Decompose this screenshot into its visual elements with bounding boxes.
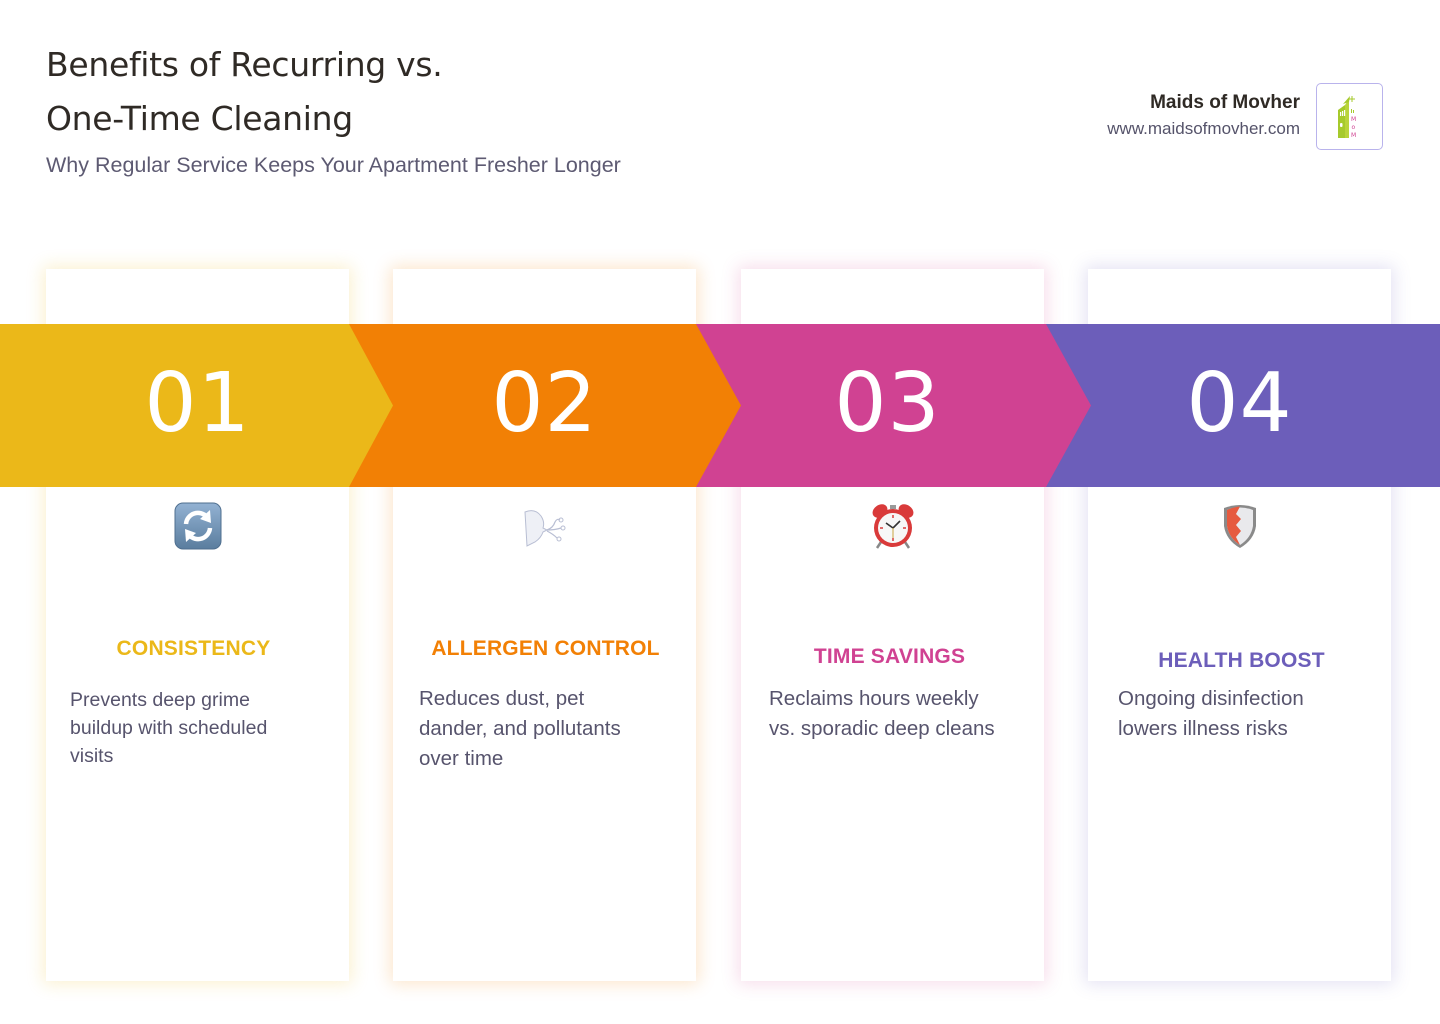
alarm-clock-icon: [869, 502, 917, 566]
step-number-1: 01: [144, 356, 251, 451]
page-title: Benefits of Recurring vs. One-Time Clean…: [46, 38, 566, 146]
step-icon-wrap-2: [393, 502, 696, 562]
step-number-2: 02: [491, 356, 598, 451]
brand-url[interactable]: www.maidsofmovher.com: [1107, 119, 1300, 138]
step-number-4: 04: [1186, 356, 1293, 451]
svg-text:M: M: [1351, 132, 1356, 139]
step-title-1: CONSISTENCY: [116, 637, 271, 660]
title-line-1: Benefits of Recurring vs.: [46, 45, 443, 84]
brand-name: Maids of Movher: [1150, 92, 1300, 113]
shield-icon: [1220, 502, 1260, 566]
brand-block: Maids of Movher www.maidsofmovher.com: [1107, 91, 1300, 143]
brand-logo: M o M: [1316, 83, 1383, 150]
counterclockwise-arrows-icon: [174, 502, 222, 566]
step-icon-wrap-4: [1088, 502, 1391, 562]
step-description-1: Prevents deep grime buildup with schedul…: [70, 689, 268, 767]
step-title-2: ALLERGEN CONTROL: [431, 637, 660, 660]
step-description-4: Ongoing disinfection lowers illness risk…: [1118, 687, 1304, 740]
step-title-3: TIME SAVINGS: [813, 645, 966, 668]
steps-banner: 01 02 03 04: [0, 324, 1440, 487]
page-subtitle: Why Regular Service Keeps Your Apartment…: [46, 153, 621, 177]
step-description-2: Reduces dust, pet dander, and pollutants…: [419, 687, 621, 770]
step-icon-wrap-1: [46, 502, 349, 562]
title-line-2: One-Time Cleaning: [46, 99, 353, 138]
step-description-3: Reclaims hours weekly vs. sporadic deep …: [769, 687, 995, 740]
svg-text:M: M: [1351, 116, 1356, 123]
step-title-4: HEALTH BOOST: [1158, 649, 1325, 672]
step-icon-wrap-3: [741, 502, 1044, 562]
svg-text:o: o: [1351, 124, 1355, 131]
step-number-3: 03: [834, 356, 941, 451]
maids-of-movher-logo-icon: M o M: [1337, 95, 1356, 139]
chevron-banner-shape: [0, 324, 1440, 487]
wind-face-icon: [521, 504, 569, 564]
